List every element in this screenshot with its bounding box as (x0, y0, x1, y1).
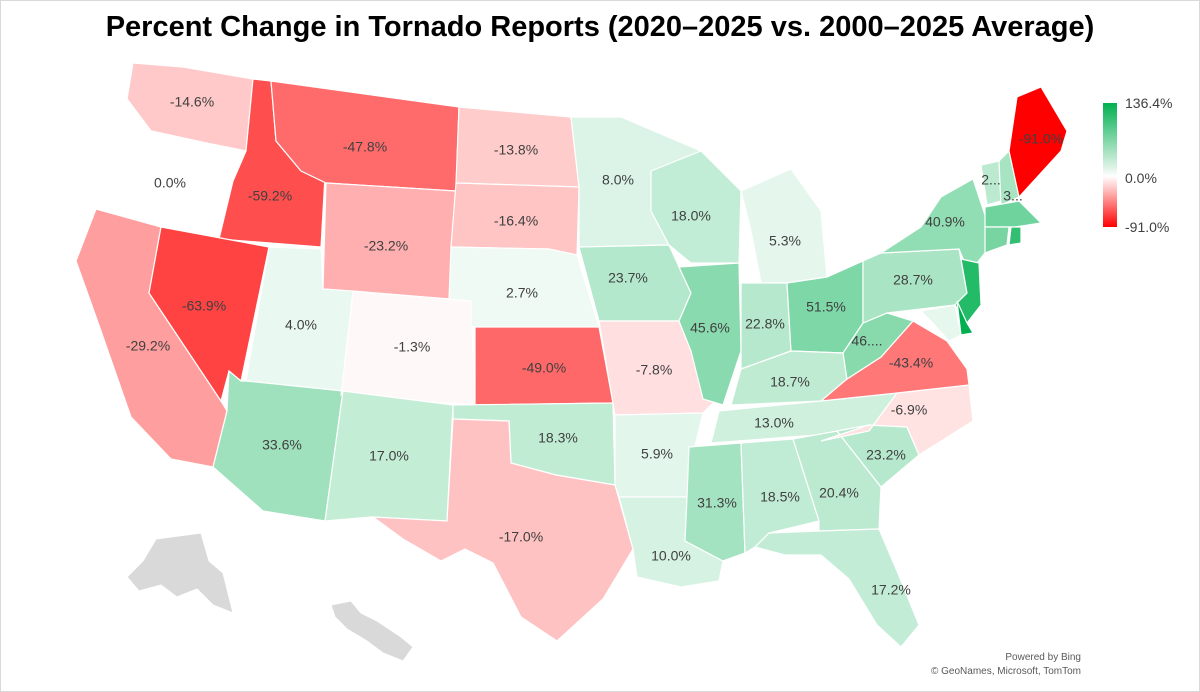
state-label-florida: 17.2% (871, 582, 911, 598)
state-label-idaho: -59.2% (248, 188, 292, 204)
state-massachusetts[interactable] (984, 200, 1043, 228)
legend-mid-label: 0.0% (1125, 170, 1157, 186)
state-illinois[interactable] (678, 262, 742, 406)
state-label-north-carolina: -6.9% (891, 402, 928, 418)
legend-gradient-bar (1103, 103, 1117, 227)
state-connecticut[interactable] (984, 226, 1010, 254)
state-label-nebraska: 2.7% (506, 285, 538, 301)
state-label-west-virginia: 46.... (851, 333, 882, 349)
state-label-north-dakota: -13.8% (494, 142, 538, 158)
hawaii-inset (330, 600, 414, 662)
state-label-mississippi: 31.3% (697, 495, 737, 511)
state-michigan[interactable] (740, 168, 828, 284)
state-label-minnesota: 8.0% (602, 172, 634, 188)
legend-max-label: 136.4% (1125, 95, 1173, 111)
alaska-inset (126, 532, 234, 614)
state-delaware[interactable] (956, 300, 974, 336)
state-label-wisconsin: 18.0% (671, 208, 711, 224)
state-label-vermont: 2... (981, 172, 1000, 188)
state-label-new-hampshire: 3... (1003, 188, 1022, 204)
state-label-arizona: 33.6% (262, 437, 302, 453)
state-colorado[interactable] (340, 290, 476, 406)
state-label-michigan: 5.3% (769, 233, 801, 249)
state-label-tennessee: 13.0% (754, 415, 794, 431)
legend-min-label: -91.0% (1125, 219, 1170, 235)
state-label-pennsylvania: 28.7% (893, 272, 933, 288)
state-label-california: -29.2% (126, 338, 170, 354)
state-label-texas: -17.0% (499, 529, 543, 545)
state-label-missouri: -7.8% (636, 362, 673, 378)
state-label-virginia: -43.4% (889, 355, 933, 371)
state-label-alabama: 18.5% (760, 489, 800, 505)
color-legend: 136.4% 0.0% -91.0% (1103, 95, 1199, 235)
state-label-kentucky: 18.7% (770, 374, 810, 390)
state-wisconsin[interactable] (650, 150, 742, 264)
state-florida[interactable] (753, 528, 920, 648)
state-label-louisiana: 10.0% (651, 548, 691, 564)
powered-by-text: Powered by Bing (1005, 652, 1081, 663)
state-label-maine: -91.0% (1019, 131, 1063, 147)
state-label-oregon: 0.0% (154, 175, 186, 191)
state-label-arkansas: 5.9% (641, 446, 673, 462)
state-label-south-carolina: 23.2% (866, 447, 906, 463)
state-label-nevada: -63.9% (182, 298, 226, 314)
state-label-kansas: -49.0% (522, 360, 566, 376)
map-attribution: Powered by Bing © GeoNames, Microsoft, T… (931, 651, 1081, 679)
state-maryland[interactable] (919, 304, 962, 342)
state-label-georgia: 20.4% (819, 485, 859, 501)
state-label-iowa: 23.7% (608, 270, 648, 286)
chart-title: Percent Change in Tornado Reports (2020–… (105, 11, 1095, 43)
state-label-illinois: 45.6% (690, 320, 730, 336)
state-label-indiana: 22.8% (745, 316, 785, 332)
state-label-utah: 4.0% (285, 317, 317, 333)
state-label-colorado: -1.3% (394, 339, 431, 355)
state-rhode-island[interactable] (1008, 226, 1022, 246)
state-maine[interactable] (1008, 86, 1068, 199)
state-label-new-york: 40.9% (925, 214, 965, 230)
state-label-washington: -14.6% (170, 94, 214, 110)
state-label-wyoming: -23.2% (364, 238, 408, 254)
state-texas[interactable] (371, 418, 634, 642)
state-label-south-dakota: -16.4% (494, 213, 538, 229)
state-label-new-mexico: 17.0% (369, 448, 409, 464)
state-label-oklahoma: 18.3% (538, 430, 578, 446)
state-label-montana: -47.8% (343, 139, 387, 155)
copyright-text: © GeoNames, Microsoft, TomTom (931, 666, 1081, 677)
state-label-ohio: 51.5% (806, 299, 846, 315)
